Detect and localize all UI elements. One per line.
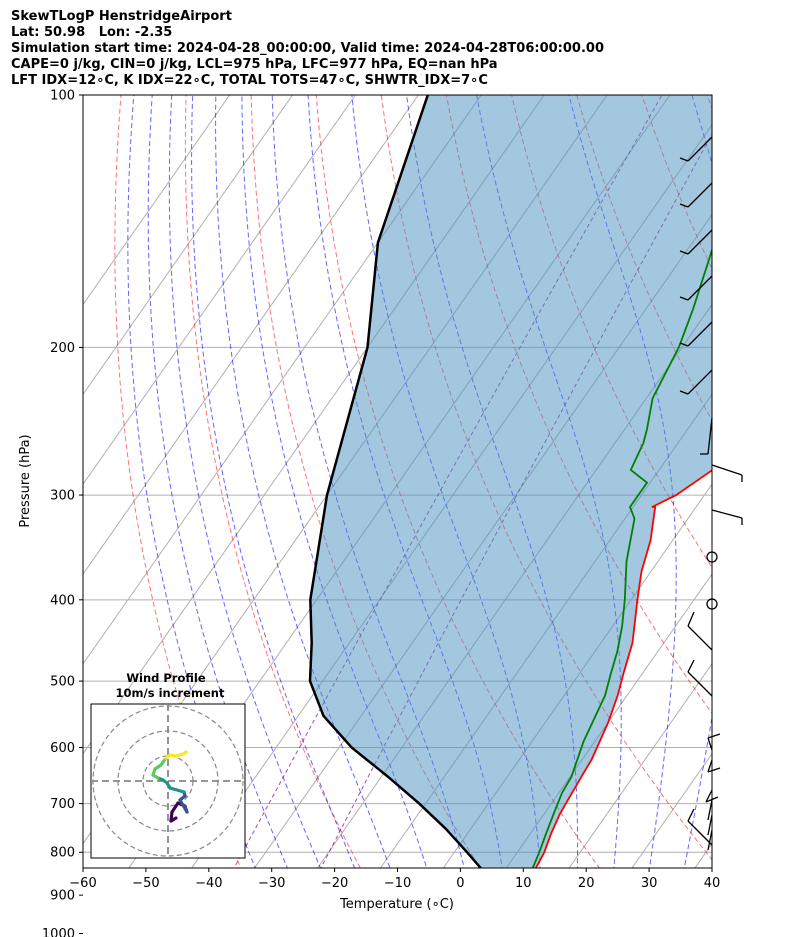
chart-title-block: SkewTLogP HenstridgeAirport Lat: 50.98 L… (11, 9, 604, 89)
indices-text: LFT IDX=12∘C, K IDX=22∘C, TOTAL TOTS=47∘… (11, 73, 488, 88)
dewpoint-profile-line (531, 247, 712, 868)
x-tick-label: 40 (704, 876, 721, 891)
y-tick-label: 200 (50, 341, 75, 356)
x-tick-label: 10 (515, 876, 532, 891)
moist-adiabat (168, 95, 321, 868)
moist-adiabat (700, 95, 794, 937)
y-tick-label: 600 (50, 741, 75, 756)
isotherm-line (762, 95, 794, 937)
isotherm-line (83, 95, 293, 396)
isotherm-line (83, 95, 356, 486)
x-tick-label: −60 (69, 876, 96, 891)
wind-barb (705, 789, 713, 803)
chart-title: SkewTLogP HenstridgeAirport (11, 9, 232, 24)
wind-barb-flag (679, 203, 689, 208)
hodograph-segment (168, 786, 186, 794)
dry-adiabat (114, 95, 242, 868)
isotherm-line (700, 95, 794, 937)
wind-barb (707, 417, 713, 455)
y-tick-label: 100 (50, 89, 75, 104)
plot-area (83, 95, 794, 937)
y-tick-label: 300 (50, 489, 75, 504)
wind-barb (707, 814, 713, 836)
y-tick-label: 900 (50, 889, 75, 904)
x-tick-label: −40 (195, 876, 222, 891)
x-axis-label: Temperature (∘C) (339, 897, 454, 912)
isotherm-line (83, 95, 419, 575)
isotherm-line (83, 95, 231, 306)
x-tick-label: −20 (321, 876, 348, 891)
calm-wind-marker (706, 551, 718, 563)
hodograph-segment (178, 798, 189, 814)
wind-barb (687, 369, 713, 395)
hodograph-segment (181, 750, 188, 756)
wind-barb (711, 464, 743, 476)
y-tick-label: 1000 (42, 927, 75, 937)
y-tick-label: 700 (50, 797, 75, 812)
x-tick-label: 30 (641, 876, 658, 891)
wind-barb (707, 759, 713, 773)
y-tick-label: 800 (50, 846, 75, 861)
x-tick-label: −50 (132, 876, 159, 891)
wind-barb-flag (705, 796, 719, 803)
y-tick-label: 400 (50, 593, 75, 608)
x-tick-label: 0 (456, 876, 464, 891)
y-axis-label: Pressure (hPa) (18, 434, 33, 527)
moist-adiabat (241, 95, 428, 868)
stability-text: CAPE=0 j/kg, CIN=0 j/kg, LCL=975 hPa, LF… (11, 57, 498, 72)
wind-barb-flag (679, 296, 689, 301)
hodograph-segment (170, 801, 180, 814)
inset-title: Wind Profile (126, 671, 206, 685)
wind-barb (687, 182, 713, 208)
wind-barb (687, 275, 713, 301)
wind-barb-flag (687, 611, 695, 627)
wind-barb (687, 625, 713, 651)
wind-barb (707, 799, 713, 821)
wind-barbs (679, 136, 743, 851)
dry-adiabat (706, 95, 712, 110)
y-tick-label: 500 (50, 675, 75, 690)
wind-barb (687, 136, 713, 162)
isotherm-line (568, 663, 712, 868)
inset-subtitle: 10m/s increment (116, 686, 225, 700)
wind-barb (687, 321, 713, 347)
wind-barb-flag (687, 659, 695, 673)
isotherm-line (631, 752, 712, 868)
wind-barb-flag (687, 808, 695, 822)
x-tick-label: −10 (384, 876, 411, 891)
wind-barb-flag (679, 157, 689, 162)
dry-adiabat (772, 95, 794, 937)
x-tick-label: −30 (258, 876, 285, 891)
wind-profile-inset: Wind Profile 10m/s increment (90, 671, 246, 859)
wind-barb-flag (707, 733, 721, 739)
wind-barb (707, 737, 713, 751)
wind-barb (707, 829, 713, 851)
wind-barb (711, 509, 743, 519)
location-text: Lat: 50.98 Lon: -2.35 (11, 25, 173, 40)
x-tick-label: 20 (578, 876, 595, 891)
time-text: Simulation start time: 2024-04-28_00:00:… (11, 41, 604, 56)
wind-barb-flag (707, 767, 721, 773)
temperature-profile-line (534, 469, 712, 868)
moist-adiabat (191, 95, 356, 868)
wind-barb-flag (679, 390, 689, 395)
hodograph-plot (91, 704, 245, 858)
wind-barb (687, 820, 713, 846)
calm-wind-marker (706, 598, 718, 610)
wind-barb-flag (679, 250, 689, 255)
cape-shading (310, 95, 712, 868)
wind-barb (687, 229, 713, 255)
parcel-profile-line (308, 95, 483, 868)
axis-ticks: −60 −50 −40 −30 −20 −10 0 10 20 30 40 100 200 300 400 5… (42, 89, 720, 937)
wind-barb (687, 671, 713, 697)
wind-barb-flag (679, 342, 689, 347)
